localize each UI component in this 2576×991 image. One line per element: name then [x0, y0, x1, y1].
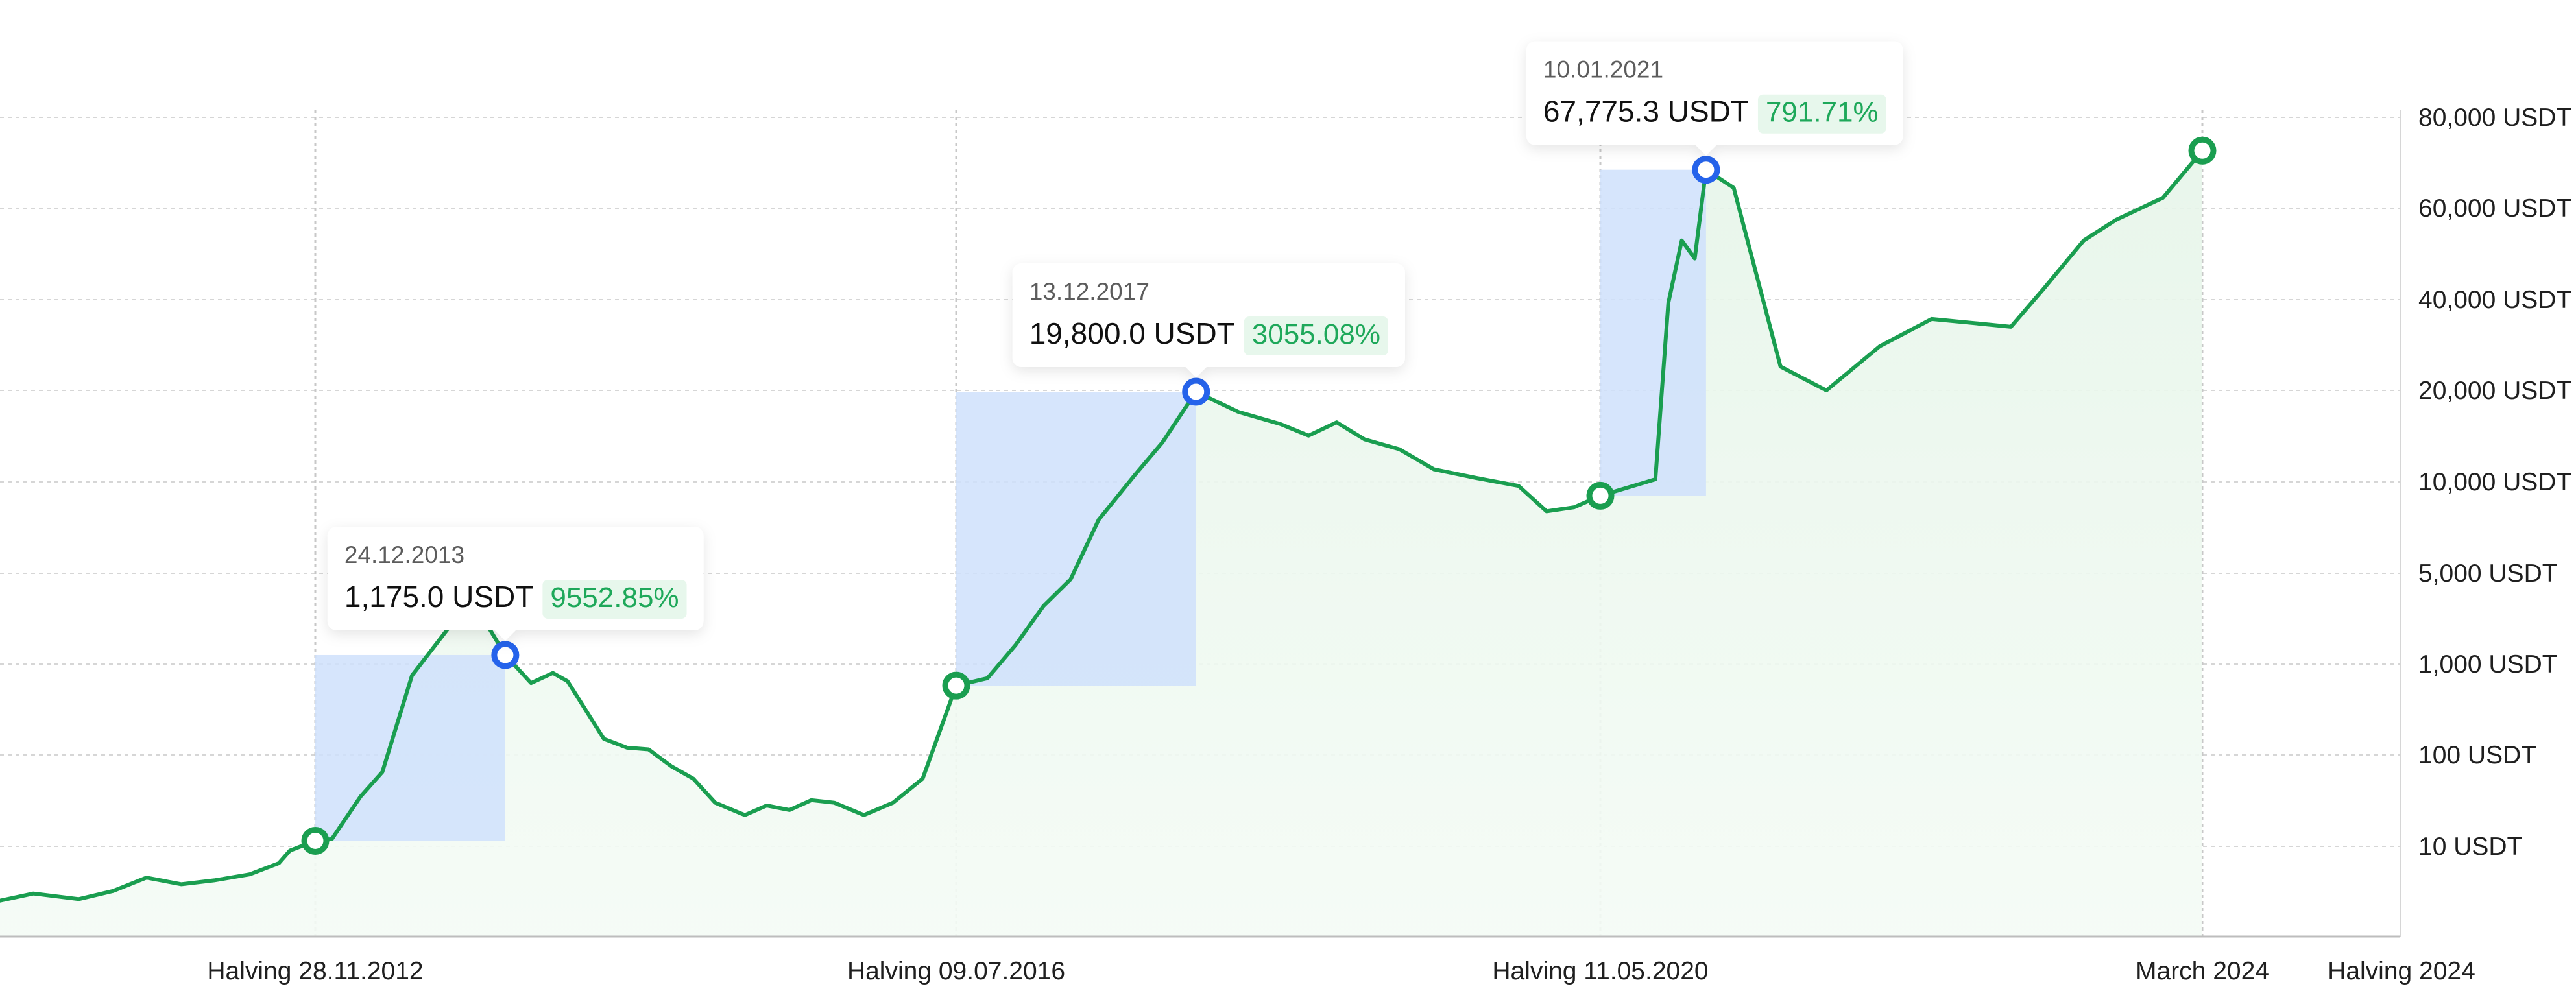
tooltip-pointer: [1185, 367, 1207, 378]
cycle-highlight: [956, 392, 1196, 686]
tooltip-pct: 3055.08%: [1252, 318, 1380, 350]
tooltip-content: 24.12.2013 1,175.0 USDT 9552.85%: [344, 542, 687, 619]
y-tick-label: 10 USDT: [2418, 833, 2522, 861]
tooltip-pct-badge: [542, 579, 687, 619]
cycle-highlight: [1600, 169, 1706, 496]
x-tick-label: Halving 2024: [2328, 957, 2475, 985]
tooltip-content: 10.01.2021 67,775.3 USDT 791.71%: [1543, 56, 1886, 134]
peak-point[interactable]: [1182, 377, 1210, 406]
tooltip-pointer: [494, 630, 516, 641]
tooltip-pointer: [1695, 145, 1716, 156]
halving-point[interactable]: [1586, 481, 1615, 510]
y-tick-label: 5,000 USDT: [2418, 560, 2558, 588]
tooltip-date: 10.01.2021: [1543, 56, 1663, 83]
x-tick-label: March 2024: [2136, 957, 2269, 985]
x-tick-label: Halving 09.07.2016: [847, 957, 1065, 985]
peak-point[interactable]: [1692, 156, 1720, 184]
tooltips-layer: 24.12.2013 1,175.0 USDT 9552.85% 13.12.2017…: [327, 41, 1903, 641]
markers-layer[interactable]: [301, 136, 2217, 855]
tooltip-pct: 9552.85%: [550, 582, 679, 614]
halving-point[interactable]: [2188, 136, 2217, 165]
tooltip-price: 19,800.0 USDT: [1029, 316, 1235, 350]
y-tick-label: 100 USDT: [2418, 741, 2536, 769]
y-tick-label: 60,000 USDT: [2418, 195, 2571, 222]
axes-layer: 10 USDT 100 USDT 1,000 USDT 5,000 USDT 10,00…: [0, 104, 2571, 985]
tooltip-pct-badge: [1244, 316, 1388, 356]
y-tick-label: 40,000 USDT: [2418, 286, 2571, 314]
tooltip-date: 13.12.2017: [1029, 278, 1150, 305]
x-tick-label: Halving 11.05.2020: [1492, 957, 1708, 985]
peak-point[interactable]: [491, 641, 520, 669]
halving-point[interactable]: [942, 671, 970, 700]
y-tick-label: 10,000 USDT: [2418, 468, 2571, 496]
halving-point[interactable]: [301, 826, 330, 855]
tooltip-price: 67,775.3 USDT: [1543, 95, 1749, 128]
highlight-layer: [315, 169, 1706, 841]
y-tick-label: 1,000 USDT: [2418, 651, 2558, 678]
tooltip-price: 1,175.0 USDT: [344, 580, 533, 614]
tooltip-pct-badge: [1757, 94, 1886, 134]
y-tick-label: 80,000 USDT: [2418, 104, 2571, 132]
tooltip-date: 24.12.2013: [344, 542, 464, 568]
tooltip-pct: 791.71%: [1766, 97, 1879, 128]
y-tick-label: 20,000 USDT: [2418, 377, 2571, 405]
tooltip-content: 13.12.2017 19,800.0 USDT 3055.08%: [1029, 278, 1388, 356]
x-tick-label: Halving 28.11.2012: [207, 957, 423, 985]
